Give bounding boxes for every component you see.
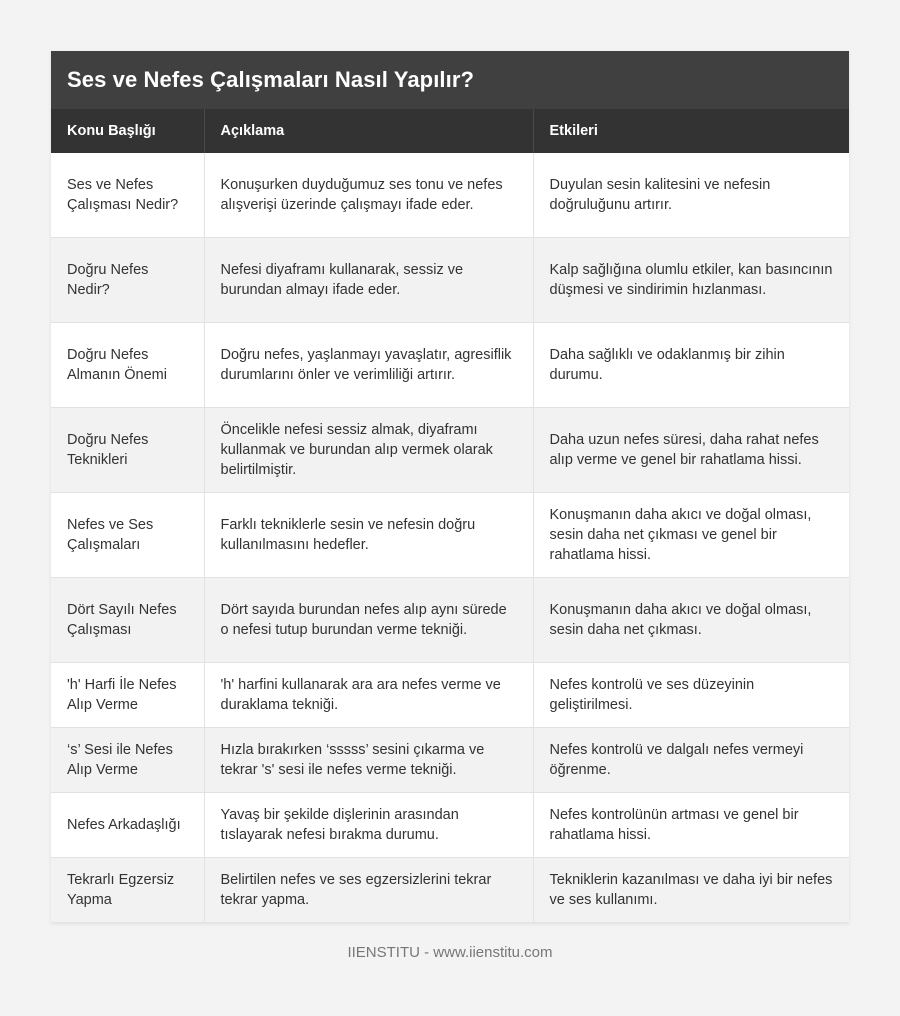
cell-effects: Konuşmanın daha akıcı ve doğal olması, s…: [533, 492, 849, 578]
footer-credit: IIENSTITU - www.iienstitu.com: [347, 944, 553, 961]
table-row: Doğru Nefes Nedir? Nefesi diyaframı kull…: [51, 237, 849, 323]
table-body: Ses ve Nefes Çalışması Nedir? Konuşurken…: [51, 153, 849, 923]
cell-description: Farklı tekniklerle sesin ve nefesin doğr…: [204, 492, 534, 578]
cell-effects: Nefes kontrolü ve dalgalı nefes vermeyi …: [533, 727, 849, 793]
table-row: Nefes Arkadaşlığı Yavaş bir şekilde dişl…: [51, 792, 849, 858]
cell-effects: Tekniklerin kazanılması ve daha iyi bir …: [533, 857, 849, 923]
table-row: Dört Sayılı Nefes Çalışması Dört sayıda …: [51, 577, 849, 663]
cell-effects: Kalp sağlığına olumlu etkiler, kan basın…: [533, 237, 849, 323]
table-row: Nefes ve Ses Çalışmaları Farklı teknikle…: [51, 492, 849, 578]
header-description: Açıklama: [204, 109, 534, 153]
cell-effects: Duyulan sesin kalitesini ve nefesin doğr…: [533, 153, 849, 238]
cell-topic: Tekrarlı Egzersiz Yapma: [51, 857, 205, 923]
header-topic: Konu Başlığı: [51, 109, 205, 153]
cell-description: Belirtilen nefes ve ses egzersizlerini t…: [204, 857, 534, 923]
cell-description: Dört sayıda burundan nefes alıp aynı sür…: [204, 577, 534, 663]
cell-description: Yavaş bir şekilde dişlerinin arasından t…: [204, 792, 534, 858]
cell-description: Konuşurken duyduğumuz ses tonu ve nefes …: [204, 153, 534, 238]
table-row: Tekrarlı Egzersiz Yapma Belirtilen nefes…: [51, 857, 849, 923]
cell-topic: Doğru Nefes Teknikleri: [51, 407, 205, 493]
table-row: Doğru Nefes Teknikleri Öncelikle nefesi …: [51, 407, 849, 493]
cell-topic: ‘s’ Sesi ile Nefes Alıp Verme: [51, 727, 205, 793]
cell-topic: Dört Sayılı Nefes Çalışması: [51, 577, 205, 663]
cell-topic: Nefes Arkadaşlığı: [51, 792, 205, 858]
table-title: Ses ve Nefes Çalışmaları Nasıl Yapılır?: [51, 51, 849, 109]
header-effects: Etkileri: [533, 109, 849, 153]
cell-effects: Nefes kontrolünün artması ve genel bir r…: [533, 792, 849, 858]
table-card: Ses ve Nefes Çalışmaları Nasıl Yapılır? …: [51, 51, 849, 923]
table-row: 'h' Harfi İle Nefes Alıp Verme 'h' harfi…: [51, 662, 849, 728]
cell-topic: 'h' Harfi İle Nefes Alıp Verme: [51, 662, 205, 728]
cell-effects: Konuşmanın daha akıcı ve doğal olması, s…: [533, 577, 849, 663]
table-header: Konu Başlığı Açıklama Etkileri: [51, 109, 849, 153]
cell-description: Hızla bırakırken ‘sssss’ sesini çıkarma …: [204, 727, 534, 793]
cell-topic: Ses ve Nefes Çalışması Nedir?: [51, 153, 205, 238]
cell-description: 'h' harfini kullanarak ara ara nefes ver…: [204, 662, 534, 728]
table-row: Ses ve Nefes Çalışması Nedir? Konuşurken…: [51, 153, 849, 238]
cell-effects: Daha uzun nefes süresi, daha rahat nefes…: [533, 407, 849, 493]
data-table: Konu Başlığı Açıklama Etkileri Ses ve Ne…: [51, 109, 849, 923]
cell-description: Doğru nefes, yaşlanmayı yavaşlatır, agre…: [204, 322, 534, 408]
cell-description: Öncelikle nefesi sessiz almak, diyaframı…: [204, 407, 534, 493]
cell-effects: Daha sağlıklı ve odaklanmış bir zihin du…: [533, 322, 849, 408]
cell-description: Nefesi diyaframı kullanarak, sessiz ve b…: [204, 237, 534, 323]
table-row: Doğru Nefes Almanın Önemi Doğru nefes, y…: [51, 322, 849, 408]
header-row: Konu Başlığı Açıklama Etkileri: [51, 109, 849, 153]
table-row: ‘s’ Sesi ile Nefes Alıp Verme Hızla bıra…: [51, 727, 849, 793]
cell-topic: Doğru Nefes Almanın Önemi: [51, 322, 205, 408]
cell-topic: Nefes ve Ses Çalışmaları: [51, 492, 205, 578]
cell-effects: Nefes kontrolü ve ses düzeyinin geliştir…: [533, 662, 849, 728]
cell-topic: Doğru Nefes Nedir?: [51, 237, 205, 323]
